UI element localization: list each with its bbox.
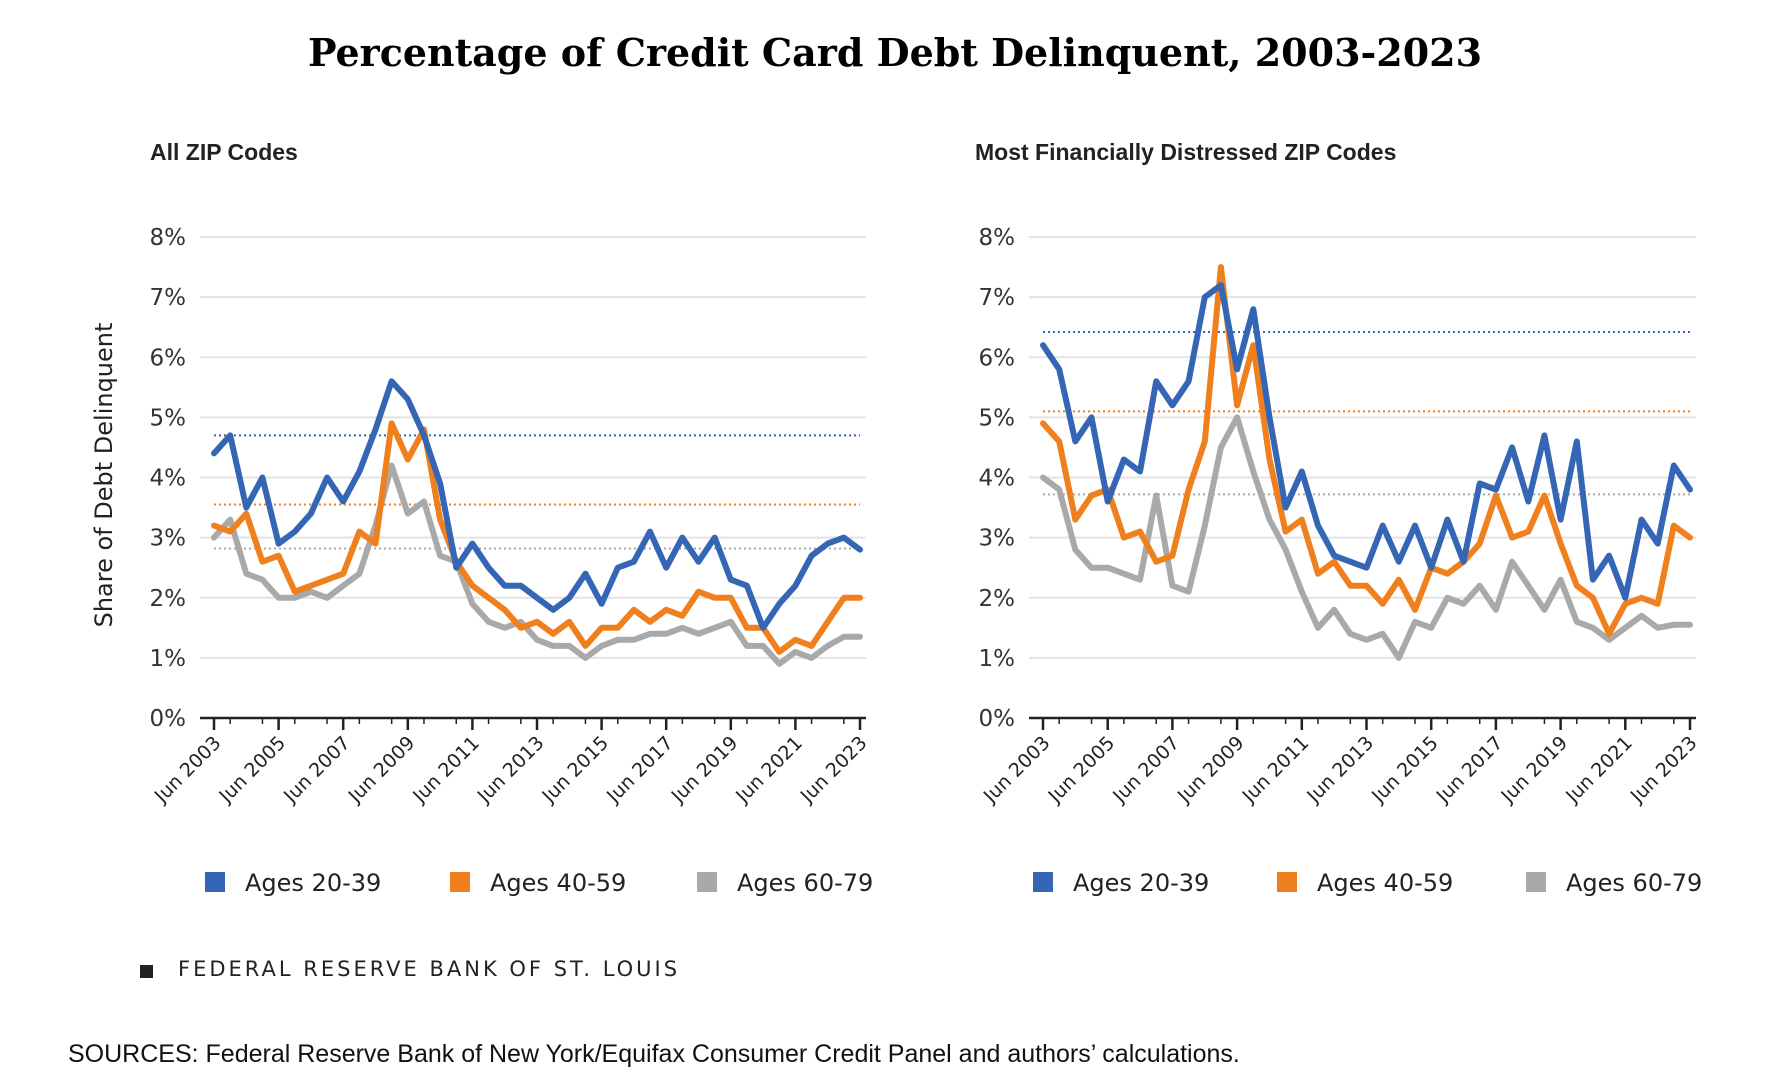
- y-tick-label: 2%: [979, 586, 1016, 612]
- series-line-1: [1040, 282, 1693, 601]
- x-tick-label: Jun 2003: [979, 732, 1055, 808]
- y-axis-label: Share of Debt Delinquent: [90, 323, 118, 628]
- y-tick-label: 3%: [150, 526, 187, 552]
- y-tick-label: 1%: [979, 646, 1016, 672]
- x-tick-label: Jun 2005: [1044, 732, 1120, 808]
- y-tick-label: 8%: [150, 225, 187, 251]
- x-tick-label: Jun 2005: [214, 732, 290, 808]
- x-tick-label: Jun 2013: [1302, 732, 1378, 808]
- legend-label: Ages 20-39: [1073, 869, 1209, 897]
- x-tick-label: Jun 2023: [796, 732, 872, 808]
- x-tick-label: Jun 2011: [1238, 732, 1314, 808]
- y-tick-label: 7%: [979, 285, 1016, 311]
- legend-label: Ages 60-79: [1566, 869, 1702, 897]
- x-tick-label: Jun 2013: [473, 732, 549, 808]
- y-tick-label: 1%: [150, 646, 187, 672]
- y-tick-label: 6%: [150, 345, 187, 371]
- x-tick-label: Jun 2003: [150, 732, 226, 808]
- x-tick-label: Jun 2009: [344, 732, 420, 808]
- x-tick-label: Jun 2009: [1173, 732, 1249, 808]
- y-tick-label: 5%: [979, 405, 1016, 431]
- sources-note: SOURCES: Federal Reserve Bank of New Yor…: [68, 1040, 1240, 1068]
- x-tick-label: Jun 2021: [1561, 732, 1637, 808]
- x-tick-label: Jun 2019: [667, 732, 743, 808]
- y-tick-label: 0%: [979, 706, 1016, 732]
- y-tick-label: 2%: [150, 586, 187, 612]
- legend-swatch: [1526, 872, 1546, 892]
- legend-swatch: [1033, 872, 1053, 892]
- y-tick-label: 7%: [150, 285, 187, 311]
- x-tick-label: Jun 2007: [279, 732, 355, 808]
- y-tick-label: 3%: [979, 526, 1016, 552]
- legend-swatch: [1277, 872, 1297, 892]
- y-tick-label: 0%: [150, 706, 187, 732]
- legend-swatch: [697, 872, 717, 892]
- fed-credit: FEDERAL RESERVE BANK OF ST. LOUIS: [178, 957, 681, 981]
- y-tick-label: 5%: [150, 405, 187, 431]
- chart-title: Percentage of Credit Card Debt Delinquen…: [307, 30, 1483, 75]
- x-tick-label: Jun 2007: [1108, 732, 1184, 808]
- legend-swatch: [205, 872, 225, 892]
- legend-swatch: [450, 872, 470, 892]
- chart-panel-2: Most Financially Distressed ZIP Codes 0% 1…: [975, 139, 1702, 897]
- y-tick-label: 4%: [150, 466, 187, 492]
- legend-label: Ages 40-59: [490, 869, 626, 897]
- legend-label: Ages 20-39: [245, 869, 381, 897]
- y-tick-label: 6%: [979, 345, 1016, 371]
- legend-label: Ages 60-79: [737, 869, 873, 897]
- panel-title: All ZIP Codes: [150, 139, 298, 165]
- x-tick-label: Jun 2019: [1496, 732, 1572, 808]
- panel-title: Most Financially Distressed ZIP Codes: [975, 139, 1396, 165]
- x-tick-label: Jun 2011: [408, 732, 484, 808]
- fed-logo-mark: [140, 965, 153, 978]
- y-tick-label: 8%: [979, 225, 1016, 251]
- series-line-3: [211, 462, 863, 667]
- y-tick-label: 4%: [979, 466, 1016, 492]
- x-tick-label: Jun 2023: [1626, 732, 1702, 808]
- x-tick-label: Jun 2015: [537, 732, 613, 808]
- x-tick-label: Jun 2017: [602, 732, 678, 808]
- legend-label: Ages 40-59: [1317, 869, 1453, 897]
- x-tick-label: Jun 2017: [1432, 732, 1508, 808]
- x-tick-label: Jun 2021: [731, 732, 807, 808]
- x-tick-label: Jun 2015: [1367, 732, 1443, 808]
